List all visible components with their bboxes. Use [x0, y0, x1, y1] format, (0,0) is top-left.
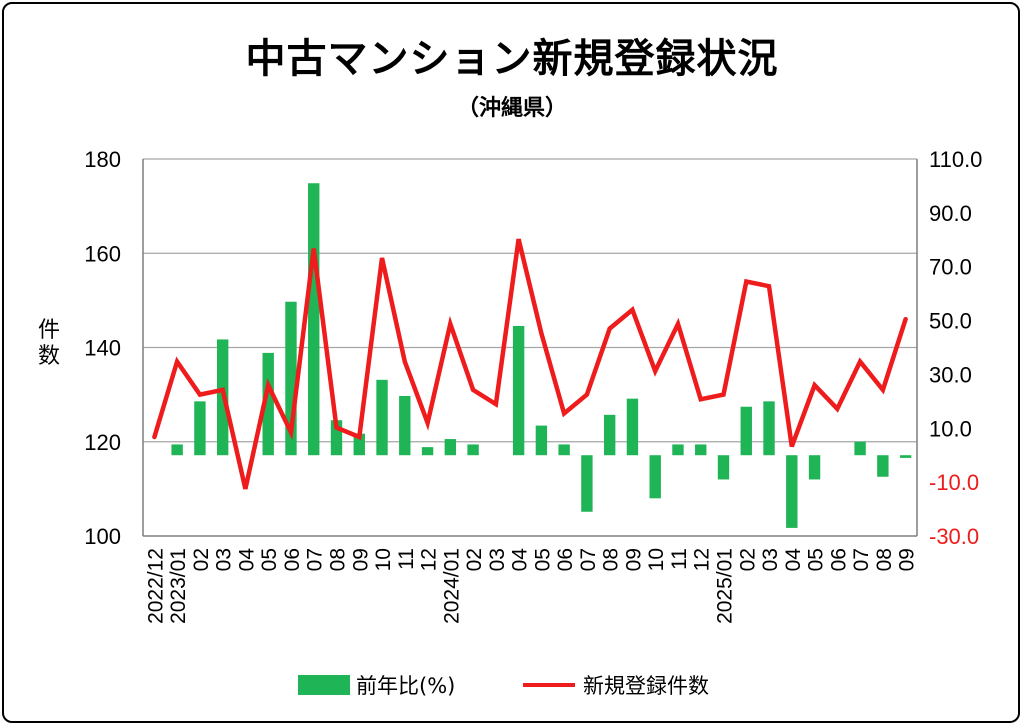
left-tick-label: 160	[84, 241, 121, 266]
x-tick-label: 07	[850, 548, 873, 571]
x-tick-label: 12	[418, 548, 441, 571]
x-tick-label: 06	[827, 548, 850, 571]
x-tick-label: 09	[349, 548, 372, 571]
bar	[535, 425, 548, 456]
x-tick-label: 03	[213, 548, 236, 571]
bar	[285, 301, 297, 456]
x-tick-label: 05	[805, 548, 828, 571]
bar	[194, 401, 206, 456]
x-tick-label: 2025/01	[714, 548, 737, 624]
bar	[558, 444, 570, 456]
bar	[786, 455, 798, 528]
bar	[421, 447, 434, 456]
right-tick-label: -30.0	[929, 524, 979, 549]
chart-title: 中古マンション新規登録状況	[245, 36, 779, 82]
x-tick-label: 10	[645, 548, 668, 571]
bar	[512, 325, 525, 456]
bar	[899, 455, 912, 458]
bar	[399, 395, 411, 456]
bar	[877, 455, 889, 477]
x-tick-label: 05	[531, 548, 554, 571]
x-tick-label: 11	[668, 548, 691, 570]
legend-line-label: 新規登録件数	[583, 674, 709, 698]
bar	[649, 455, 661, 499]
legend-line-swatch	[523, 683, 575, 687]
legend-item-bar: 前年比(%)	[298, 670, 455, 700]
bar	[444, 439, 457, 456]
left-axis-label: 件数	[37, 318, 60, 369]
bar	[330, 420, 343, 456]
bar	[854, 441, 866, 456]
right-tick-label: 90.0	[929, 201, 972, 226]
x-tick-label: 12	[691, 548, 714, 571]
x-tick-label: 09	[622, 548, 645, 571]
right-tick-label: 70.0	[929, 255, 972, 280]
bar	[808, 455, 821, 480]
bar	[740, 406, 752, 456]
left-tick-label: 100	[84, 524, 121, 549]
legend: 前年比(%) 新規登録件数	[0, 670, 1024, 700]
x-tick-label: 09	[896, 548, 919, 571]
bar	[376, 379, 388, 456]
bar	[717, 455, 730, 480]
bar	[626, 398, 639, 456]
bar	[171, 444, 183, 456]
x-tick-label: 06	[281, 548, 304, 571]
left-tick-label: 120	[84, 430, 121, 455]
bar	[308, 183, 320, 456]
x-tick-label: 08	[600, 548, 623, 571]
bar	[581, 455, 593, 512]
x-tick-label: 02	[736, 548, 759, 571]
legend-item-line: 新規登録件数	[523, 670, 709, 700]
left-tick-label: 140	[84, 336, 121, 361]
x-tick-label: 2023/01	[167, 548, 190, 624]
x-tick-label: 08	[327, 548, 350, 571]
x-tick-label: 2024/01	[440, 548, 463, 624]
bar	[603, 414, 616, 456]
legend-bar-label: 前年比(%)	[356, 674, 456, 698]
x-tick-label: 06	[554, 548, 577, 571]
bar	[672, 444, 684, 456]
x-tick-label: 03	[759, 548, 782, 571]
bar	[695, 444, 707, 456]
x-tick-label: 02	[190, 548, 213, 571]
right-tick-label: 110.0	[929, 147, 982, 172]
x-tick-label: 05	[258, 548, 281, 571]
left-tick-label: 180	[84, 147, 121, 172]
x-tick-label: 04	[235, 548, 258, 572]
x-tick-label: 07	[304, 548, 327, 571]
x-tick-label: 04	[509, 548, 532, 572]
x-tick-label: 07	[577, 548, 600, 571]
x-tick-label: 08	[873, 548, 896, 571]
bar	[467, 444, 479, 456]
x-tick-label: 03	[486, 548, 509, 571]
x-tick-label: 04	[782, 548, 805, 572]
bar	[262, 352, 274, 456]
x-tick-label: 11	[395, 548, 418, 570]
x-tick-label: 2022/12	[144, 548, 167, 624]
x-tick-label: 10	[372, 548, 395, 571]
right-tick-label: 30.0	[929, 362, 972, 387]
line-series	[152, 238, 908, 490]
x-tick-label: 02	[463, 548, 486, 571]
right-tick-label: -10.0	[929, 470, 979, 495]
right-tick-label: 50.0	[929, 309, 972, 334]
right-tick-label: 10.0	[929, 416, 972, 441]
bar	[763, 401, 775, 456]
bar	[353, 433, 365, 456]
legend-bar-swatch	[298, 675, 350, 695]
chart-subtitle: （沖縄県）	[456, 96, 567, 121]
